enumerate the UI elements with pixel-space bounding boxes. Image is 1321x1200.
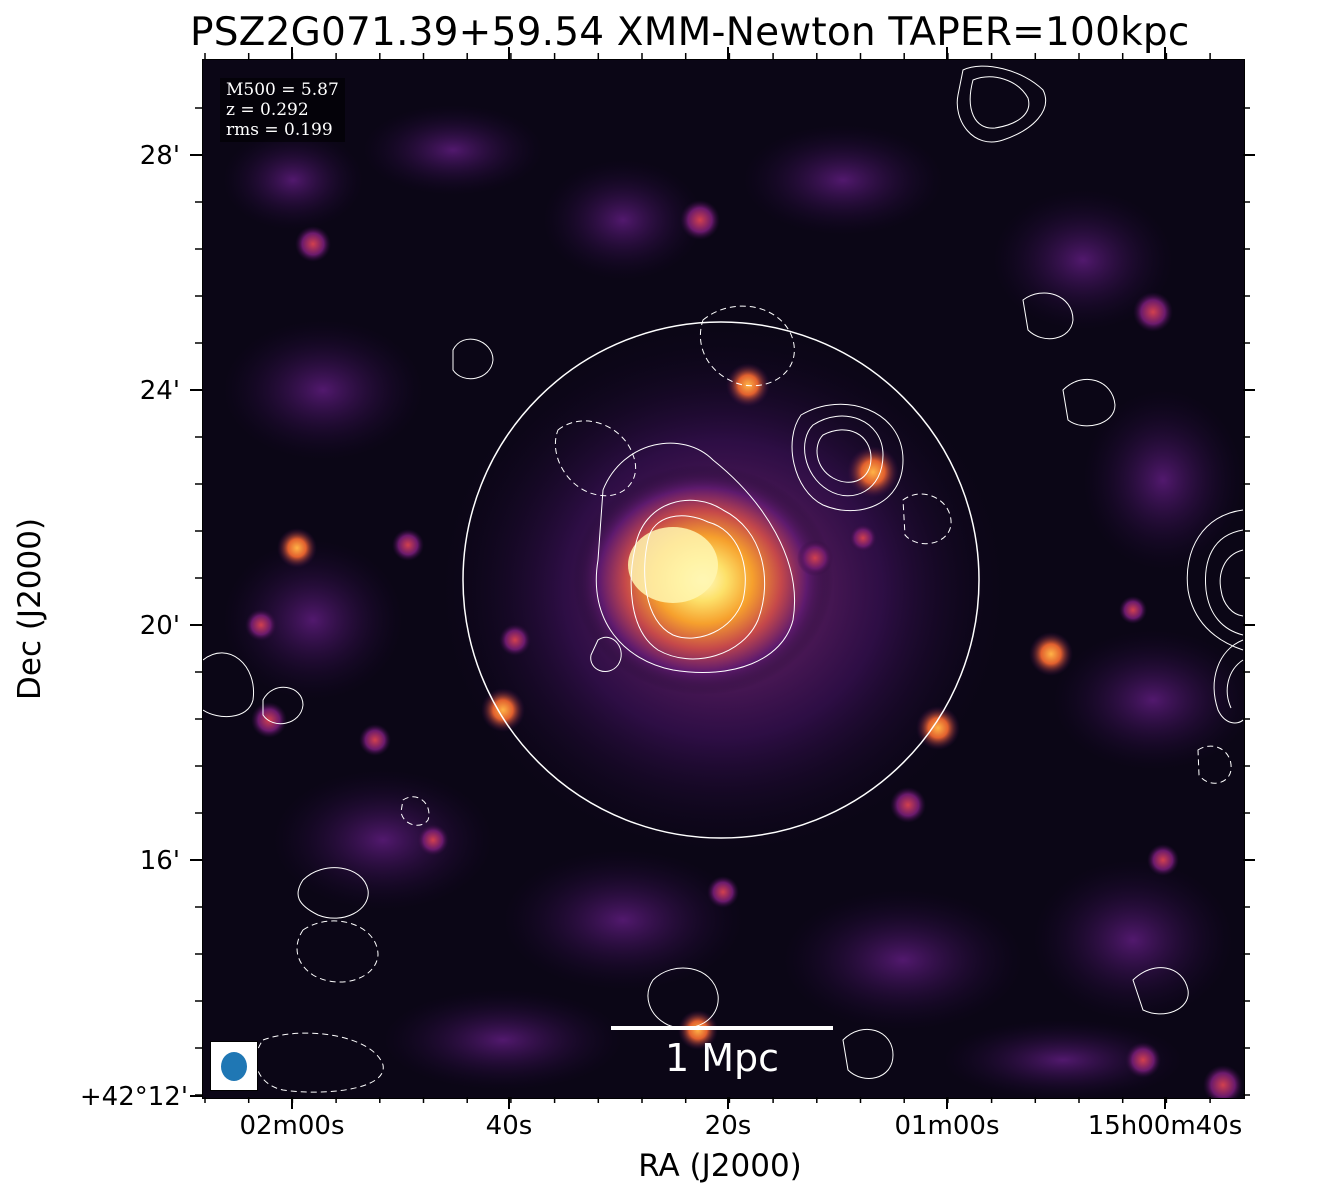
x-axis-label: RA (J2000) <box>638 1148 802 1184</box>
image-panel <box>202 59 1245 1099</box>
cluster-peak <box>628 527 718 603</box>
redshift-text: z = 0.292 <box>226 100 309 120</box>
scale-bar-label: 1 Mpc <box>664 1036 780 1080</box>
beam-box <box>210 1041 258 1091</box>
diffuse-noise <box>223 105 1244 1098</box>
info-box: M500 = 5.87 z = 0.292 rms = 0.199 <box>220 78 345 142</box>
xtick-label: 20s <box>704 1111 752 1141</box>
y-axis-label: Dec (J2000) <box>12 517 48 700</box>
ytick-label: 16' <box>139 846 180 876</box>
xtick-label: 40s <box>485 1111 533 1141</box>
ytick-label: +42°12' <box>79 1082 188 1112</box>
ytick-label: 20' <box>139 611 180 641</box>
ytick-label: 28' <box>139 141 180 171</box>
m500-text: M500 = 5.87 <box>226 80 339 100</box>
xtick-label: 01m00s <box>894 1111 1000 1141</box>
xtick-label: 02m00s <box>239 1111 345 1141</box>
figure-title: PSZ2G071.39+59.54 XMM-Newton TAPER=100kp… <box>190 10 1190 55</box>
point-sources <box>245 200 1243 1098</box>
negative-contours <box>255 305 1232 1093</box>
xray-image <box>203 60 1244 1098</box>
rms-text: rms = 0.199 <box>226 120 333 140</box>
r500-circle <box>462 321 980 839</box>
beam-ellipse-icon <box>221 1052 247 1081</box>
xtick-label: 15h00m40s <box>1087 1111 1243 1141</box>
ytick-label: 24' <box>139 376 180 406</box>
radio-contours <box>203 65 1244 1079</box>
